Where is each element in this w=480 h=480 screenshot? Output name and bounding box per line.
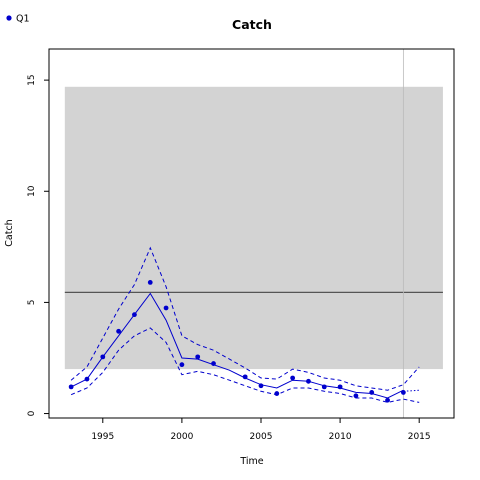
data-point — [179, 362, 185, 368]
shaded-region — [64, 86, 443, 370]
x-axis-label: Time — [239, 456, 263, 467]
chart-title: Catch — [232, 17, 272, 32]
data-point — [290, 375, 296, 381]
axes: 1995 2000 2005 2010 2015 0 5 10 15 — [27, 48, 455, 442]
legend-label: Q1 — [16, 14, 30, 25]
y-tick-label: 10 — [27, 185, 37, 197]
x-tick-label: 1995 — [91, 432, 114, 442]
upper-interval-line — [70, 246, 420, 391]
legend: Q1 — [6, 14, 30, 25]
x-tick-label: 2005 — [250, 432, 273, 442]
projection-line — [403, 389, 420, 392]
data-point — [353, 393, 359, 399]
data-point — [274, 391, 280, 396]
data-point — [163, 305, 169, 311]
data-point — [147, 280, 153, 285]
data-point — [195, 354, 201, 360]
lower-interval-line — [70, 327, 420, 403]
plot-frame — [48, 48, 455, 419]
x-tick-label: 2015 — [408, 432, 431, 442]
fit-line — [70, 292, 404, 399]
y-tick-label: 15 — [27, 74, 37, 85]
y-tick-label: 0 — [27, 410, 37, 416]
y-tick-label: 5 — [27, 300, 37, 306]
legend-marker — [6, 15, 12, 21]
data-point — [385, 397, 390, 403]
x-tick-label: 2000 — [170, 432, 193, 442]
y-axis-label: Catch — [4, 219, 15, 246]
data-point — [116, 328, 122, 334]
plot-area — [64, 49, 443, 418]
x-tick-label: 2010 — [329, 432, 352, 442]
